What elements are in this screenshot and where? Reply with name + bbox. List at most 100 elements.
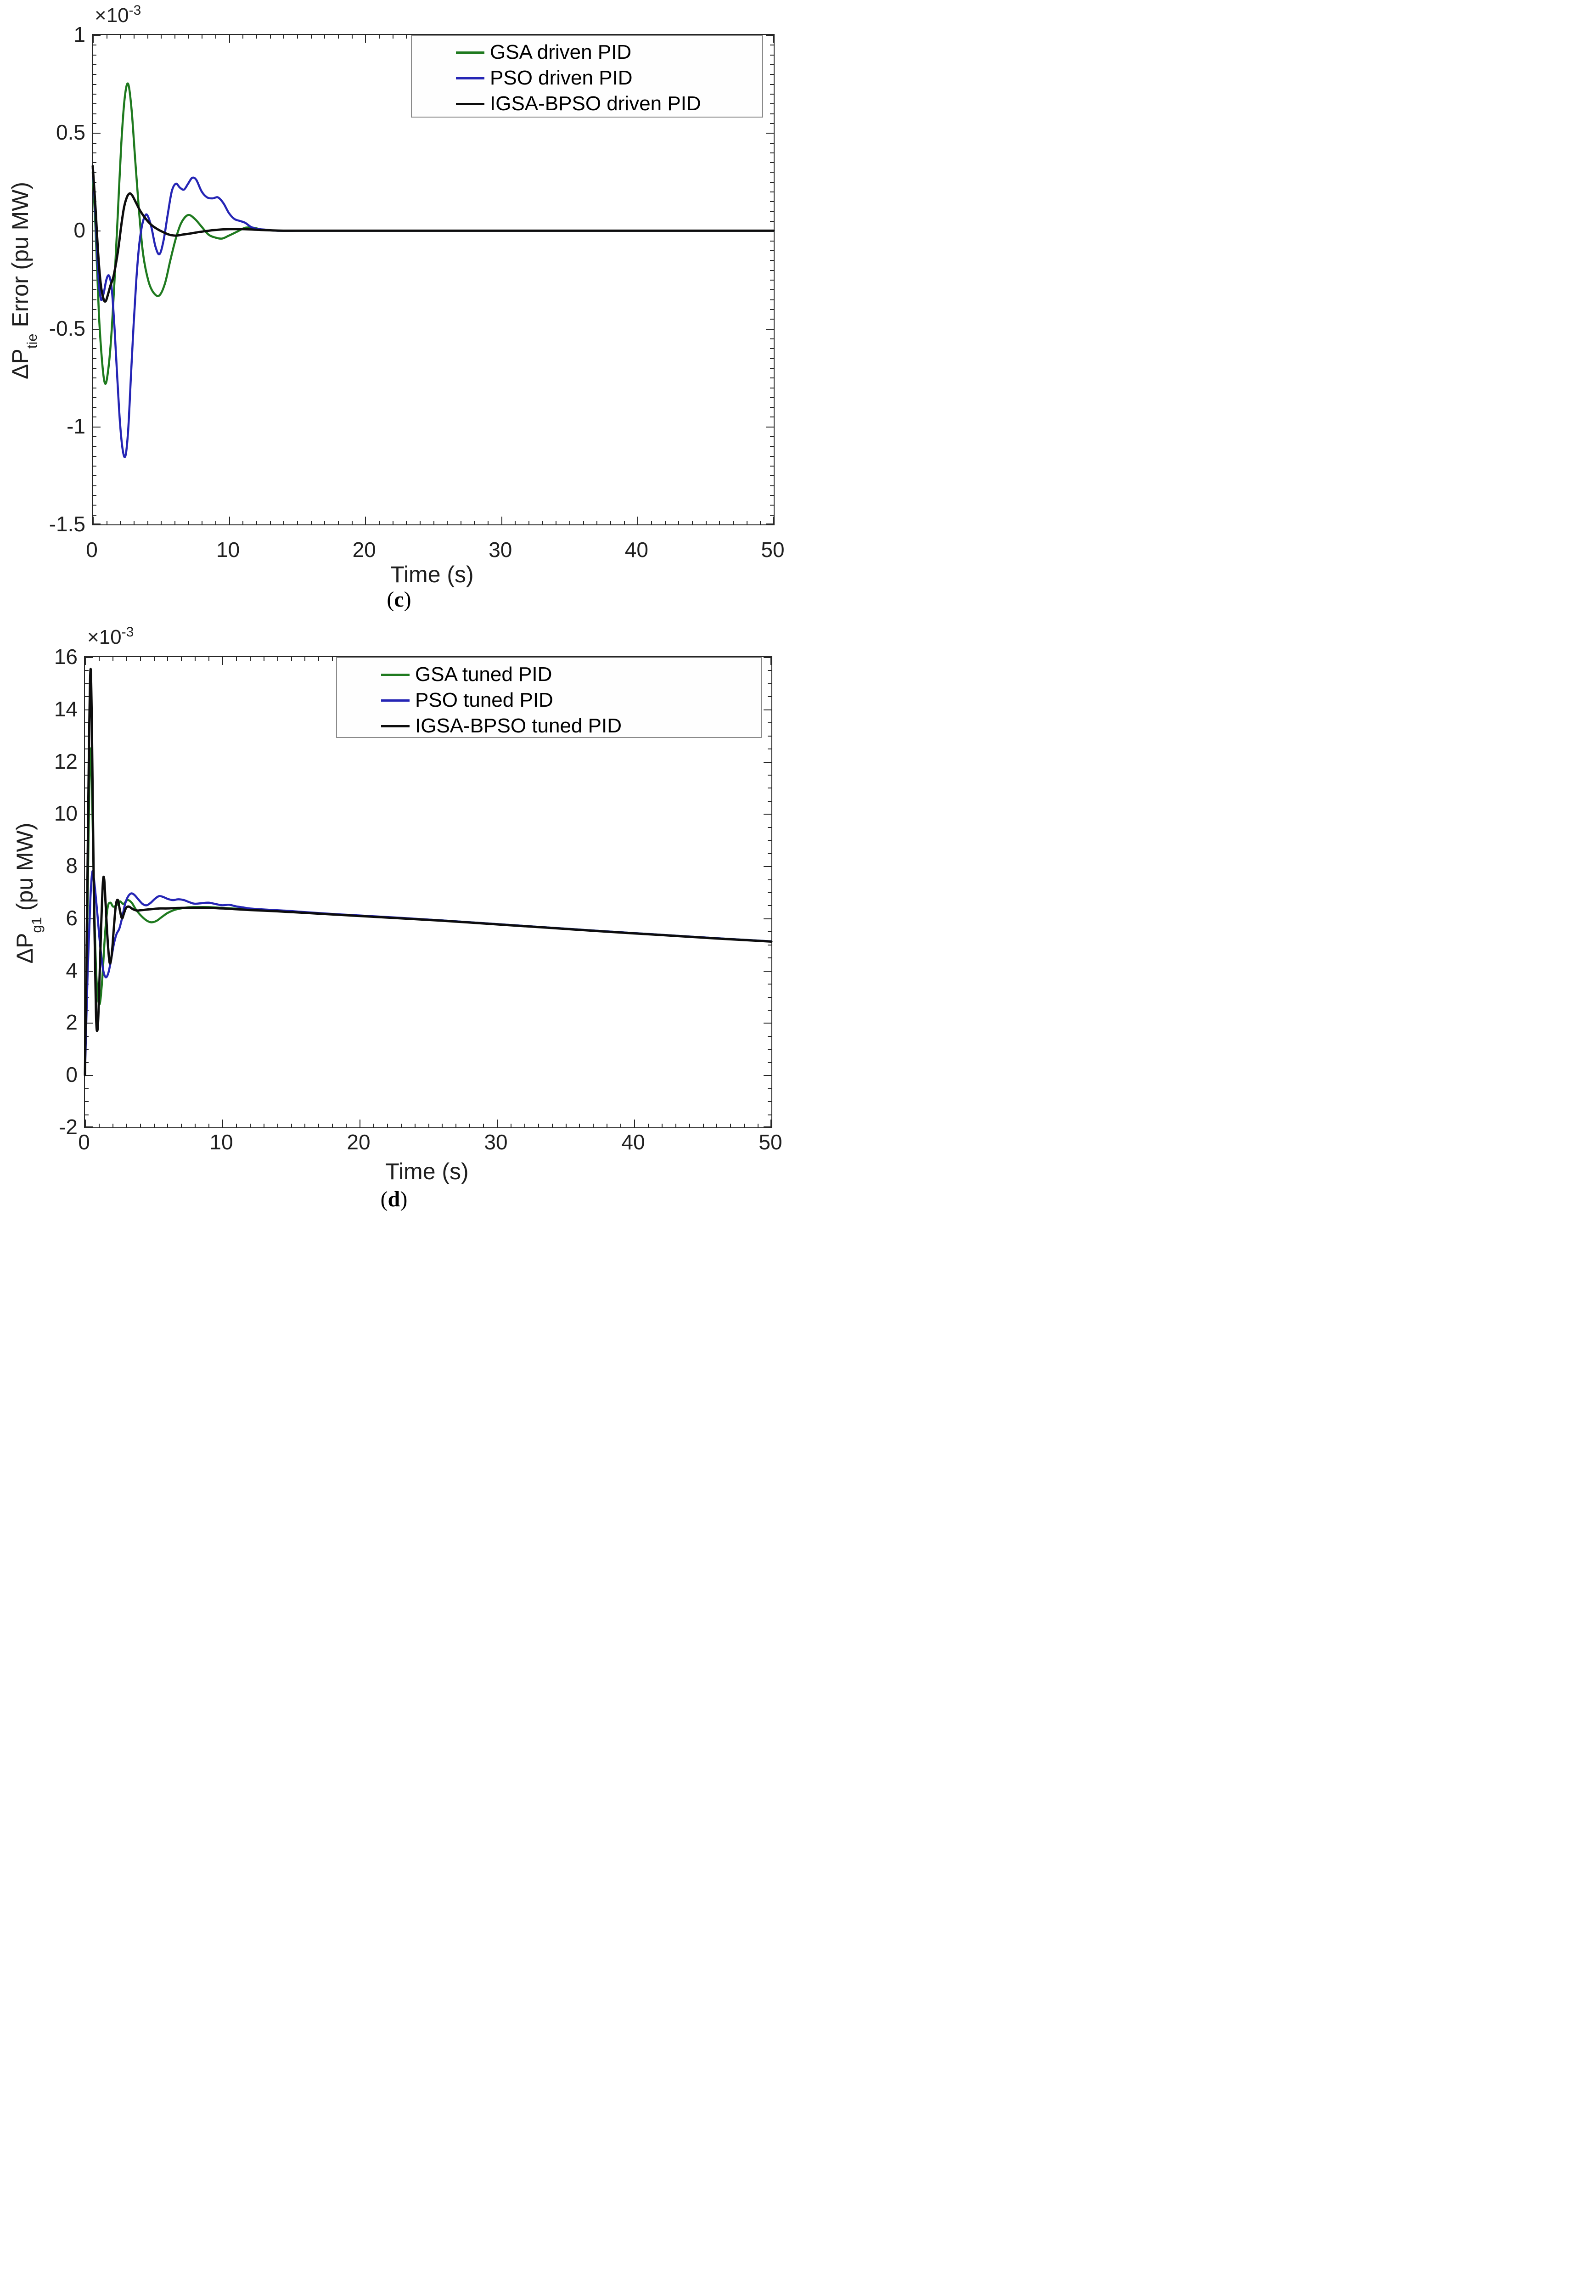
axis-tick <box>215 35 216 39</box>
x-tick-label: 0 <box>78 1130 90 1154</box>
axis-tick <box>93 407 96 408</box>
axis-tick <box>93 64 96 65</box>
axis-tick <box>85 827 89 828</box>
axis-tick <box>256 521 257 524</box>
axis-tick <box>764 761 771 763</box>
y-tick-label: 14 <box>54 697 78 721</box>
axis-tick <box>93 309 96 310</box>
axis-tick <box>770 280 774 281</box>
axis-tick <box>195 657 196 661</box>
axis-tick <box>85 657 86 665</box>
axis-tick <box>770 211 774 212</box>
y-axis-label-d: ΔPg1 (pu MW) <box>12 822 45 964</box>
axis-tick <box>85 1088 89 1089</box>
axis-tick <box>161 35 162 39</box>
axis-tick <box>593 1124 594 1127</box>
axis-tick <box>93 289 96 291</box>
axis-tick <box>469 1124 471 1127</box>
axis-tick <box>112 657 113 661</box>
axis-tick <box>297 35 298 39</box>
axis-tick <box>195 1124 196 1127</box>
legend-line-swatch <box>381 673 410 676</box>
axis-tick <box>579 1124 580 1127</box>
y-tick-label: 0.5 <box>56 120 85 145</box>
axis-tick <box>93 517 94 524</box>
axis-tick <box>770 289 774 291</box>
axis-tick <box>764 814 771 815</box>
axis-tick <box>85 735 89 737</box>
axis-tick <box>283 35 285 39</box>
y-tick-label: 12 <box>54 749 78 773</box>
axis-tick <box>770 514 774 516</box>
axis-tick <box>768 1010 771 1011</box>
axis-tick <box>291 657 292 661</box>
axis-tick <box>770 201 774 203</box>
axis-tick <box>705 521 707 524</box>
y-tick-label: -1 <box>67 414 85 438</box>
axis-tick <box>770 397 774 398</box>
series-curve-igsa-bpso-tuned-pid <box>84 668 773 1076</box>
curves-canvas <box>91 82 775 458</box>
axis-tick <box>764 1126 771 1127</box>
axis-tick <box>664 521 666 524</box>
axis-tick <box>85 1075 93 1076</box>
axis-tick <box>551 1124 553 1127</box>
axis-tick <box>768 957 771 959</box>
axis-tick <box>770 270 774 271</box>
axis-tick <box>770 466 774 467</box>
axis-tick <box>140 1124 141 1127</box>
axis-tick <box>93 446 96 447</box>
axis-tick <box>93 103 96 105</box>
axis-tick <box>85 775 89 776</box>
axis-tick <box>93 416 96 418</box>
axis-tick <box>93 93 96 95</box>
axis-tick <box>93 367 96 369</box>
axis-tick <box>455 1124 457 1127</box>
axis-tick <box>419 521 421 524</box>
axis-tick <box>758 1124 759 1127</box>
axis-tick <box>304 1124 306 1127</box>
axis-tick <box>93 172 96 173</box>
axis-tick <box>98 657 100 661</box>
axis-tick <box>351 521 353 524</box>
axis-tick <box>414 1124 416 1127</box>
axis-tick <box>93 475 96 477</box>
axis-tick <box>515 521 516 524</box>
series-curve-pso-tuned-pid <box>84 870 773 1076</box>
axis-tick <box>174 521 175 524</box>
axis-tick <box>719 521 720 524</box>
legend-label: GSA driven PID <box>490 41 632 63</box>
axis-tick <box>167 1124 169 1127</box>
axis-tick <box>93 523 101 524</box>
axis-tick <box>768 905 771 906</box>
axis-tick <box>318 1124 320 1127</box>
axis-tick <box>538 1124 539 1127</box>
axis-tick <box>770 152 774 153</box>
axis-tick <box>291 1124 292 1127</box>
legend-item: GSA tuned PID <box>337 662 761 687</box>
axis-tick <box>768 879 771 880</box>
axis-tick <box>337 35 339 39</box>
legend-label: IGSA-BPSO tuned PID <box>415 715 622 737</box>
axis-tick <box>770 64 774 65</box>
axis-tick <box>93 142 96 144</box>
y-tick-label: -2 <box>59 1115 78 1139</box>
axis-tick <box>93 133 101 134</box>
axis-tick <box>768 696 771 698</box>
series-curve-gsa-tuned-pid <box>84 747 773 1076</box>
axis-tick <box>93 270 96 271</box>
axis-tick <box>277 1124 278 1127</box>
axis-tick <box>770 505 774 506</box>
series-curve-pso-driven-pid <box>91 167 775 458</box>
axis-tick <box>256 35 257 39</box>
axis-tick <box>93 250 96 252</box>
axis-tick <box>406 35 407 39</box>
axis-tick <box>716 1124 718 1127</box>
axis-tick <box>770 181 774 183</box>
axis-tick <box>85 800 89 802</box>
axis-tick <box>147 35 148 39</box>
axis-tick <box>93 35 101 36</box>
axis-tick <box>112 1124 113 1127</box>
axis-tick <box>651 521 652 524</box>
y-axis-label-c: ΔPtie Error (pu MW) <box>7 181 40 380</box>
